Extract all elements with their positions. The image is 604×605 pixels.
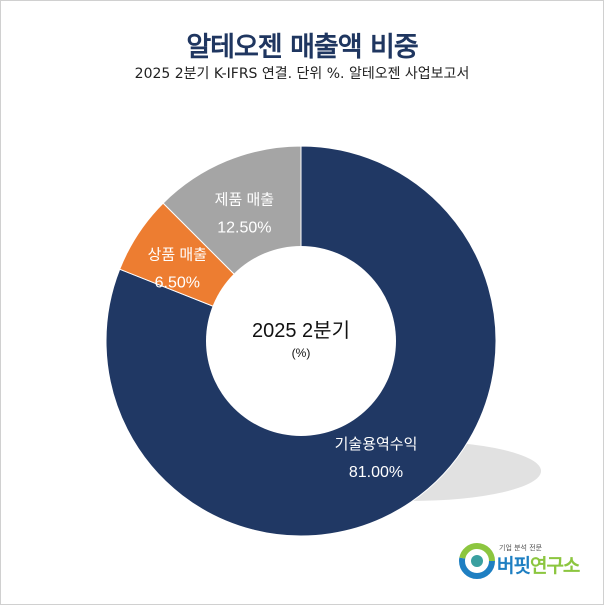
chart-subtitle: 2025 2분기 K-IFRS 연결. 단위 %. 알테오젠 사업보고서 xyxy=(134,66,470,82)
logo-tagline: 기업 분석 전문 xyxy=(499,544,543,552)
logo-name-part1: 버핏 xyxy=(497,555,531,577)
category-label-1: 상품 매출 xyxy=(148,247,207,264)
center-label: 2025 2분기 xyxy=(252,319,350,342)
donut-hole xyxy=(206,246,396,436)
logo: 기업 분석 전문 버핏연구소 xyxy=(459,541,599,581)
category-label-0: 기술용역수익 xyxy=(335,436,418,453)
value-label-2: 12.50% xyxy=(217,219,271,236)
logo-name-part2: 연구소 xyxy=(529,555,580,577)
logo-name: 버핏연구소 xyxy=(497,551,580,578)
category-label-2: 제품 매출 xyxy=(215,191,274,208)
value-label-0: 81.00% xyxy=(349,464,403,481)
logo-icon xyxy=(459,543,495,579)
chart-title: 알테오젠 매출액 비중 xyxy=(186,32,418,63)
value-label-1: 6.50% xyxy=(155,275,200,292)
center-unit: (%) xyxy=(292,346,311,360)
